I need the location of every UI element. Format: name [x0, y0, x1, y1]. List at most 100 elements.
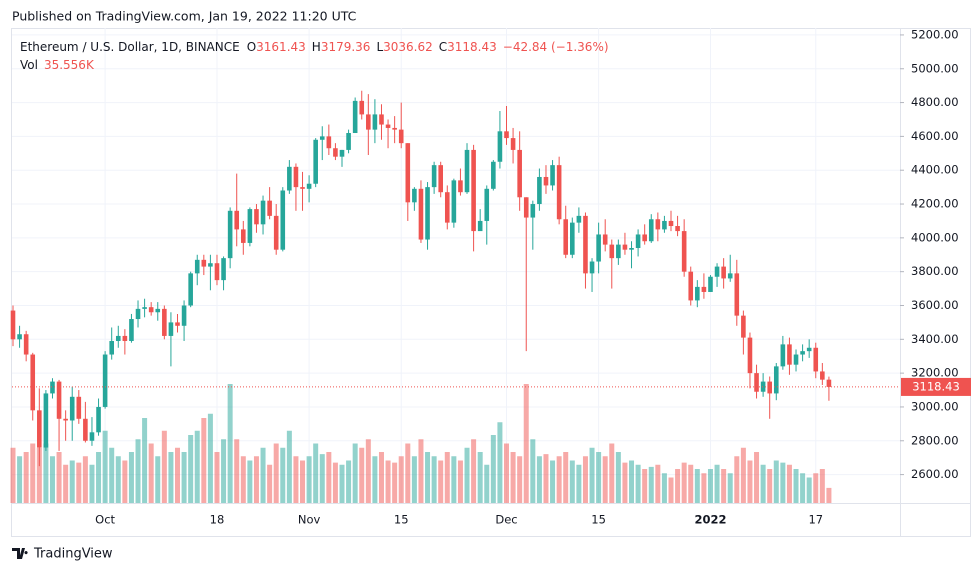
- body: [517, 149, 522, 198]
- body: [820, 371, 825, 380]
- volume-bar: [398, 456, 404, 503]
- body: [721, 266, 726, 279]
- body: [102, 354, 108, 407]
- volume-bar: [253, 456, 259, 503]
- body: [280, 190, 286, 250]
- y-tick-label: 3400.00: [911, 332, 959, 346]
- y-tick-label: 2800.00: [911, 433, 959, 447]
- volume-legend: Vol 35.556K: [20, 58, 95, 72]
- body: [464, 149, 470, 193]
- body: [602, 234, 608, 245]
- body: [300, 187, 305, 189]
- body: [155, 308, 161, 313]
- o-label: O: [247, 40, 256, 54]
- volume-bar: [201, 418, 207, 503]
- body: [537, 176, 542, 205]
- body: [273, 215, 279, 250]
- y-tick-label: 4000.00: [911, 230, 959, 244]
- volume-bar: [780, 462, 786, 503]
- body: [247, 209, 253, 243]
- volume-bar: [497, 422, 503, 503]
- volume-bar: [63, 464, 69, 503]
- body: [129, 319, 134, 342]
- volume-bar: [76, 462, 82, 503]
- body: [293, 166, 299, 188]
- chart-frame: [11, 28, 971, 537]
- volume-bar: [734, 456, 740, 503]
- volume-bar: [128, 452, 134, 503]
- volume-bar: [615, 452, 621, 503]
- volume-bar: [582, 456, 588, 503]
- vol-label: Vol: [20, 58, 38, 72]
- volume-bar: [36, 447, 42, 503]
- body: [10, 310, 16, 340]
- volume-bar: [378, 452, 384, 503]
- volume-bar: [589, 447, 595, 503]
- body: [431, 165, 437, 188]
- x-tick-label: Nov: [298, 513, 321, 527]
- volume-bar: [602, 456, 608, 503]
- y-tick-label: 3800.00: [911, 264, 959, 278]
- body: [23, 334, 29, 355]
- body: [681, 231, 687, 272]
- body: [497, 131, 503, 162]
- volume-bar: [661, 473, 667, 503]
- body: [458, 180, 463, 193]
- body: [405, 143, 411, 203]
- body: [583, 215, 588, 274]
- body: [787, 344, 792, 365]
- volume-bar: [747, 460, 753, 503]
- volume-bar: [240, 456, 246, 503]
- body: [227, 210, 233, 259]
- body: [714, 266, 720, 277]
- body: [398, 129, 404, 144]
- body: [319, 136, 325, 140]
- volume-bar: [490, 435, 496, 503]
- body: [109, 341, 114, 355]
- volume-bars: [10, 384, 832, 503]
- volume-bar: [688, 464, 694, 503]
- body: [89, 432, 95, 441]
- volume-bar: [655, 464, 661, 503]
- body: [188, 273, 193, 306]
- volume-bar: [247, 460, 253, 503]
- volume-bar: [596, 452, 602, 503]
- body: [194, 259, 200, 274]
- y-tick-label: 3600.00: [911, 298, 959, 312]
- body: [543, 176, 549, 186]
- volume-bar: [207, 413, 213, 503]
- volume-bar: [444, 452, 450, 503]
- volume-bar: [523, 384, 529, 503]
- body: [734, 273, 740, 316]
- body: [708, 276, 713, 292]
- volume-bar: [89, 464, 95, 503]
- volume-bar: [194, 430, 200, 503]
- body: [767, 381, 772, 394]
- body: [30, 354, 36, 411]
- volume-bar: [267, 464, 273, 503]
- body: [326, 136, 332, 149]
- published-note: Published on TradingView.com, Jan 19, 20…: [12, 9, 357, 24]
- body: [760, 381, 766, 392]
- volume-bar: [30, 443, 36, 503]
- tradingview-logo: TradingView: [12, 547, 113, 562]
- body: [596, 234, 601, 262]
- volume-bar: [773, 460, 779, 503]
- body: [306, 183, 312, 189]
- volume-bar: [694, 469, 700, 503]
- body: [556, 165, 562, 220]
- body: [563, 219, 569, 255]
- c-label: C: [439, 40, 447, 54]
- volume-bar: [273, 443, 279, 503]
- volume-bar: [326, 452, 332, 503]
- y-tick-label: 2600.00: [911, 467, 959, 481]
- volume-bar: [260, 447, 266, 503]
- volume-bar: [69, 460, 75, 503]
- body: [662, 220, 667, 230]
- volume-bar: [372, 456, 378, 503]
- x-tick-label: Oct: [95, 513, 115, 527]
- body: [477, 220, 483, 232]
- body: [648, 219, 654, 242]
- body: [69, 396, 75, 421]
- body: [148, 307, 154, 313]
